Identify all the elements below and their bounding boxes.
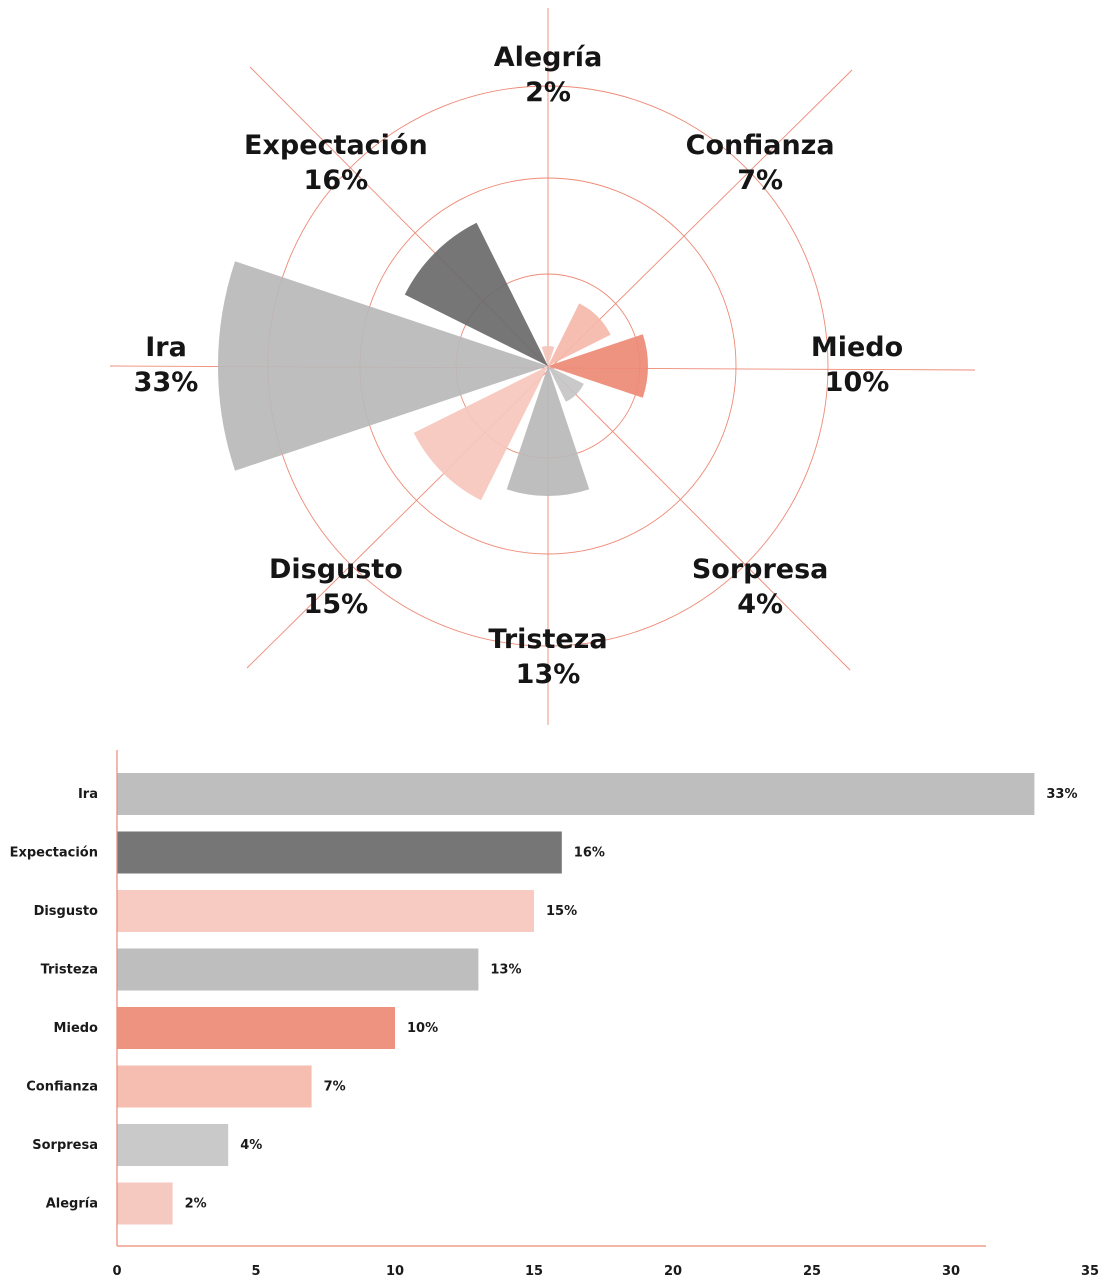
wedge-tristeza: [506, 366, 590, 496]
wedge-expectacion: [404, 222, 548, 366]
x-tick-35: 35: [1081, 1264, 1099, 1279]
x-tick-15: 15: [525, 1264, 543, 1279]
bar-value-alegria: 2%: [185, 1197, 207, 1212]
bar-value-confianza: 7%: [324, 1080, 346, 1095]
bar-value-expectacion: 16%: [574, 846, 605, 861]
x-tick-20: 20: [664, 1264, 682, 1279]
polar-value-disgusto: 15%: [304, 589, 369, 620]
bar-confianza: [117, 1065, 312, 1108]
bar-expectacion: [117, 831, 562, 874]
bar-label-expectacion: Expectación: [10, 846, 98, 861]
bar-label-confianza: Confianza: [26, 1080, 98, 1095]
bar-sorpresa: [117, 1124, 229, 1166]
polar-value-ira: 33%: [134, 367, 199, 398]
bar-tick-labels: 0 5 10 15 20 25 30 35: [112, 1264, 1099, 1279]
bar-value-miedo: 10%: [407, 1021, 438, 1036]
bar-tristeza: [117, 948, 479, 991]
bar-value-tristeza: 13%: [490, 963, 521, 978]
bar-disgusto: [117, 890, 534, 932]
polar-value-tristeza: 13%: [516, 659, 581, 690]
polar-value-sorpresa: 4%: [737, 589, 783, 620]
bar-label-miedo: Miedo: [54, 1021, 99, 1036]
polar-label-tristeza: Tristeza: [488, 624, 607, 655]
polar-label-sorpresa: Sorpresa: [692, 554, 829, 585]
bar-label-sorpresa: Sorpresa: [32, 1138, 98, 1153]
bar-category-labels: Ira Expectación Disgusto Tristeza Miedo Confi…: [10, 787, 98, 1212]
polar-labels: Alegría 2% Confianza 7% Miedo 10% Sorpresa 4% Tr…: [134, 42, 903, 690]
wedge-alegria: [541, 345, 555, 366]
horizontal-bar-chart: Ira Expectación Disgusto Tristeza Miedo Confi…: [10, 750, 1099, 1279]
polar-wedges: [217, 222, 648, 501]
polar-label-miedo: Miedo: [811, 332, 903, 363]
polar-value-alegria: 2%: [525, 77, 571, 108]
bar-value-disgusto: 15%: [546, 904, 577, 919]
polar-value-expectacion: 16%: [304, 165, 369, 196]
bar-miedo: [117, 1007, 395, 1049]
wedge-disgusto: [413, 366, 548, 501]
x-tick-25: 25: [803, 1264, 821, 1279]
wedge-miedo: [548, 334, 648, 398]
bar-label-ira: Ira: [78, 787, 98, 802]
bar-ira: [117, 773, 1035, 815]
polar-value-miedo: 10%: [825, 367, 890, 398]
x-tick-5: 5: [251, 1264, 260, 1279]
bar-axes: [116, 750, 986, 1247]
x-tick-10: 10: [386, 1264, 404, 1279]
polar-label-confianza: Confianza: [686, 130, 835, 161]
wedge-ira: [217, 261, 549, 471]
bar-alegria: [117, 1182, 173, 1225]
polar-area-chart: Alegría 2% Confianza 7% Miedo 10% Sorpresa 4% Tr…: [109, 8, 976, 725]
bar-label-disgusto: Disgusto: [34, 904, 98, 919]
polar-value-confianza: 7%: [737, 165, 783, 196]
wedge-confianza: [548, 303, 611, 366]
bar-rects: [117, 773, 1035, 1225]
polar-label-expectacion: Expectación: [244, 130, 428, 161]
bar-value-sorpresa: 4%: [240, 1138, 262, 1153]
bar-label-alegria: Alegría: [46, 1197, 98, 1212]
polar-label-disgusto: Disgusto: [269, 554, 403, 585]
bar-value-labels: 33% 16% 15% 13% 10% 7% 4% 2%: [185, 787, 1078, 1212]
polar-label-ira: Ira: [145, 332, 187, 363]
wedge-sorpresa: [548, 366, 584, 402]
polar-label-alegria: Alegría: [494, 42, 603, 73]
bar-label-tristeza: Tristeza: [41, 963, 98, 978]
bar-value-ira: 33%: [1046, 787, 1077, 802]
x-tick-0: 0: [112, 1264, 121, 1279]
x-tick-30: 30: [942, 1264, 960, 1279]
